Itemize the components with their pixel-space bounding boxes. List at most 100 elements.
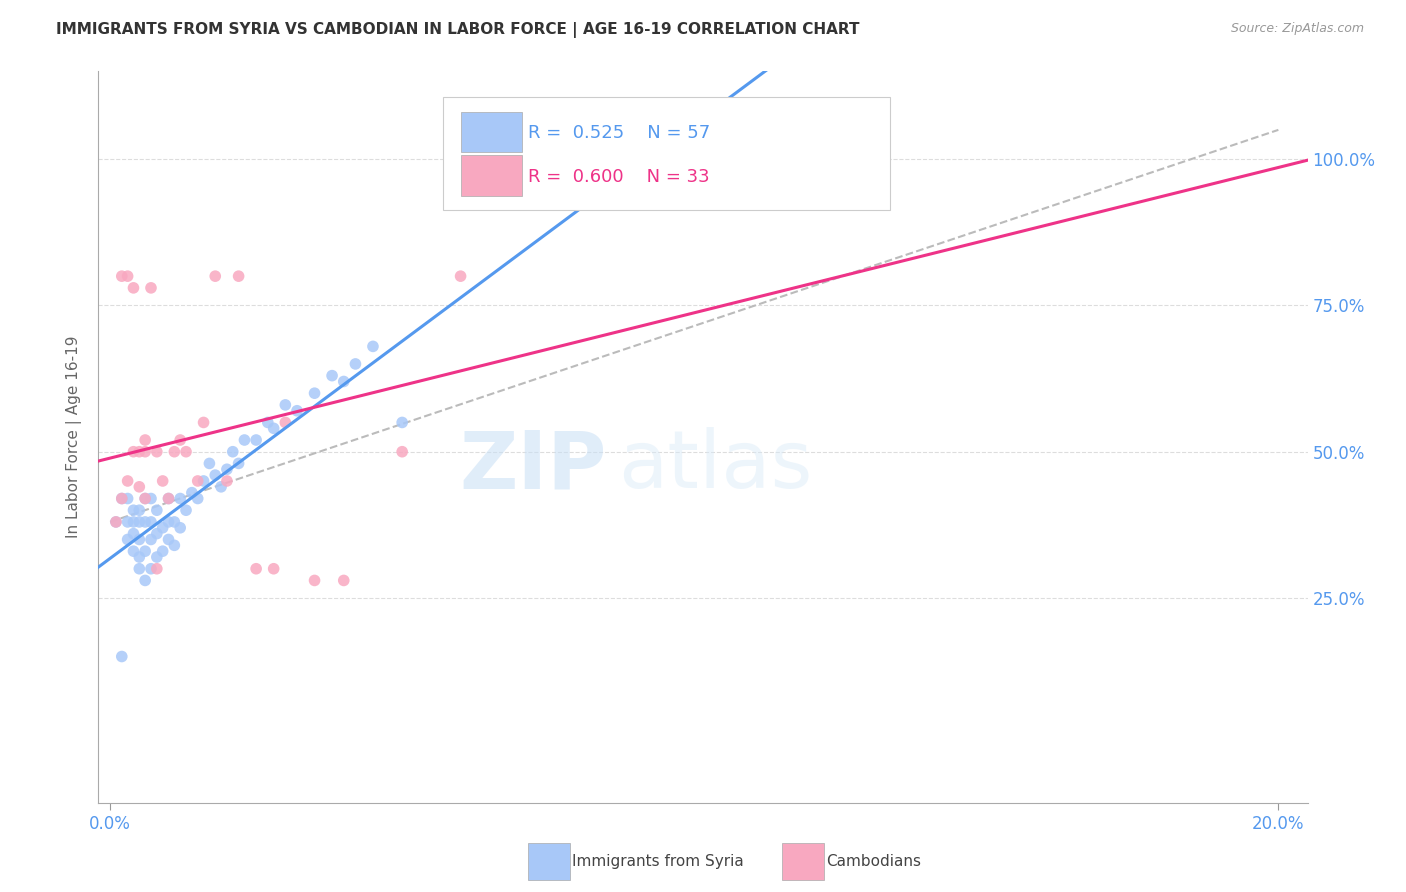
Text: Source: ZipAtlas.com: Source: ZipAtlas.com xyxy=(1230,22,1364,36)
Point xyxy=(169,521,191,535)
Point xyxy=(122,444,145,458)
Text: Cambodians: Cambodians xyxy=(827,854,921,869)
FancyBboxPatch shape xyxy=(461,112,522,152)
Point xyxy=(139,281,162,295)
Point xyxy=(146,562,169,576)
Point xyxy=(134,515,156,529)
Point xyxy=(111,491,134,506)
Point xyxy=(193,474,215,488)
Point xyxy=(332,574,354,588)
Point xyxy=(256,416,278,430)
Point xyxy=(274,398,297,412)
Point xyxy=(117,515,139,529)
Text: Immigrants from Syria: Immigrants from Syria xyxy=(572,854,744,869)
Point xyxy=(134,491,156,506)
Point xyxy=(128,444,150,458)
Text: ZIP: ZIP xyxy=(458,427,606,506)
Point xyxy=(134,574,156,588)
Point xyxy=(117,533,139,547)
Point xyxy=(163,538,186,552)
Point xyxy=(245,562,267,576)
Point xyxy=(450,269,472,284)
Point xyxy=(180,485,202,500)
Point xyxy=(204,468,226,483)
Point xyxy=(104,515,127,529)
Point xyxy=(117,474,139,488)
Point xyxy=(128,533,150,547)
Point xyxy=(139,533,162,547)
Point xyxy=(157,533,180,547)
Point xyxy=(263,562,285,576)
Point xyxy=(332,375,354,389)
FancyBboxPatch shape xyxy=(782,843,824,880)
Text: R =  0.600    N = 33: R = 0.600 N = 33 xyxy=(527,168,709,186)
Point xyxy=(222,444,245,458)
Y-axis label: In Labor Force | Age 16-19: In Labor Force | Age 16-19 xyxy=(66,335,83,539)
Point xyxy=(163,515,186,529)
Point xyxy=(321,368,343,383)
Point xyxy=(157,515,180,529)
Point xyxy=(152,544,174,558)
Point xyxy=(139,491,162,506)
Point xyxy=(157,491,180,506)
Point xyxy=(228,457,250,471)
Point xyxy=(304,574,326,588)
Point xyxy=(111,269,134,284)
Point xyxy=(169,491,191,506)
Point xyxy=(146,444,169,458)
Point xyxy=(215,462,238,476)
Point xyxy=(104,515,127,529)
Point xyxy=(187,491,209,506)
Point xyxy=(169,433,191,447)
Point xyxy=(122,503,145,517)
Point xyxy=(122,544,145,558)
Point xyxy=(228,269,250,284)
Point xyxy=(128,515,150,529)
Point xyxy=(128,562,150,576)
Point xyxy=(128,480,150,494)
Point xyxy=(122,526,145,541)
FancyBboxPatch shape xyxy=(527,843,569,880)
Point xyxy=(245,433,267,447)
Point xyxy=(233,433,256,447)
Point xyxy=(134,491,156,506)
Point xyxy=(174,503,197,517)
Point xyxy=(391,444,413,458)
Point xyxy=(134,444,156,458)
Point xyxy=(117,269,139,284)
Text: atlas: atlas xyxy=(619,427,813,506)
Point xyxy=(361,339,384,353)
Point xyxy=(134,433,156,447)
Point xyxy=(152,521,174,535)
Point xyxy=(157,491,180,506)
Point xyxy=(567,152,589,166)
Point xyxy=(163,444,186,458)
Point xyxy=(198,457,221,471)
Point xyxy=(391,416,413,430)
Point xyxy=(146,526,169,541)
Text: R =  0.525    N = 57: R = 0.525 N = 57 xyxy=(527,124,710,142)
Point xyxy=(111,491,134,506)
Point xyxy=(122,515,145,529)
FancyBboxPatch shape xyxy=(443,97,890,211)
Point xyxy=(139,562,162,576)
FancyBboxPatch shape xyxy=(461,155,522,195)
Point xyxy=(134,544,156,558)
Point xyxy=(128,503,150,517)
Point xyxy=(174,444,197,458)
Point xyxy=(139,515,162,529)
Point xyxy=(128,549,150,564)
Point xyxy=(111,649,134,664)
Point xyxy=(344,357,367,371)
Point xyxy=(263,421,285,435)
Point xyxy=(204,269,226,284)
Point xyxy=(152,474,174,488)
Point xyxy=(215,474,238,488)
Point xyxy=(122,281,145,295)
Point xyxy=(304,386,326,401)
Point xyxy=(146,503,169,517)
Point xyxy=(187,474,209,488)
Point xyxy=(285,403,308,417)
Point xyxy=(193,416,215,430)
Point xyxy=(209,480,232,494)
